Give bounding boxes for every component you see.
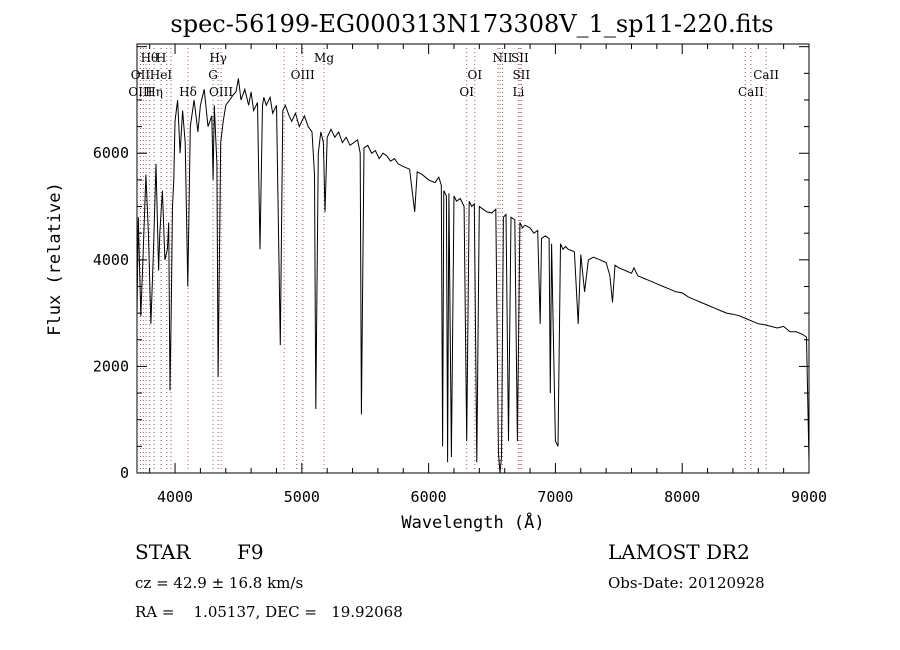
line-marker-label: OII (131, 68, 151, 82)
spectrum-line (136, 78, 810, 474)
x-tick-label: 7000 (537, 488, 573, 506)
line-marker-label: SII (512, 68, 530, 82)
y-axis-label: Flux (relative) (45, 182, 65, 336)
redshift-velocity: cz = 42.9 ± 16.8 km/s (135, 574, 304, 592)
y-tick-label: 6000 (93, 144, 129, 162)
axis-ticks (137, 44, 810, 474)
line-marker-label: CaII (753, 68, 779, 82)
line-marker-label: Hθ (141, 51, 159, 65)
line-marker-label: NII (493, 51, 513, 65)
coordinates: RA = 1.05137, DEC = 19.92068 (135, 603, 403, 621)
y-tick-label: 4000 (93, 251, 129, 269)
line-marker-label: Li (512, 85, 524, 99)
line-marker-label: G (208, 68, 218, 82)
x-tick-label: 4000 (157, 488, 193, 506)
line-marker-label: OI (467, 68, 482, 82)
spectral-subclass: F9 (237, 540, 264, 564)
line-marker-label: Mg (314, 51, 334, 65)
y-tick-label: 0 (120, 464, 129, 482)
line-marker-label: Hη (145, 85, 163, 99)
line-marker-label: CaII (738, 85, 764, 99)
x-tick-label: 6000 (411, 488, 447, 506)
object-class: STAR (135, 540, 191, 564)
x-axis-label: Wavelength (Å) (401, 511, 544, 533)
y-tick-label: 2000 (93, 357, 129, 375)
axis-tick-labels: 4000 5000 6000 7000 8000 9000 0 2000 4000 6000 (93, 144, 827, 506)
x-tick-label: 5000 (284, 488, 320, 506)
survey-name: LAMOST DR2 (608, 540, 750, 564)
line-marker-label: Hδ (179, 85, 197, 99)
line-marker-label: OIII (128, 85, 152, 99)
observation-date: Obs-Date: 20120928 (608, 574, 765, 592)
x-tick-label: 8000 (664, 488, 700, 506)
line-marker-label: H (156, 51, 166, 65)
line-marker-label: OI (459, 85, 474, 99)
line-marker-label: HeI (150, 68, 173, 82)
line-marker-label: OIII (209, 85, 233, 99)
x-tick-label: 9000 (791, 488, 827, 506)
plot-frame (136, 43, 810, 474)
chart-title: spec-56199-EG000313N173308V_1_sp11-220.f… (170, 10, 773, 38)
line-marker-label: Hγ (209, 51, 227, 65)
line-marker-label: OIII (291, 68, 315, 82)
line-marker-label: SII (511, 51, 529, 65)
